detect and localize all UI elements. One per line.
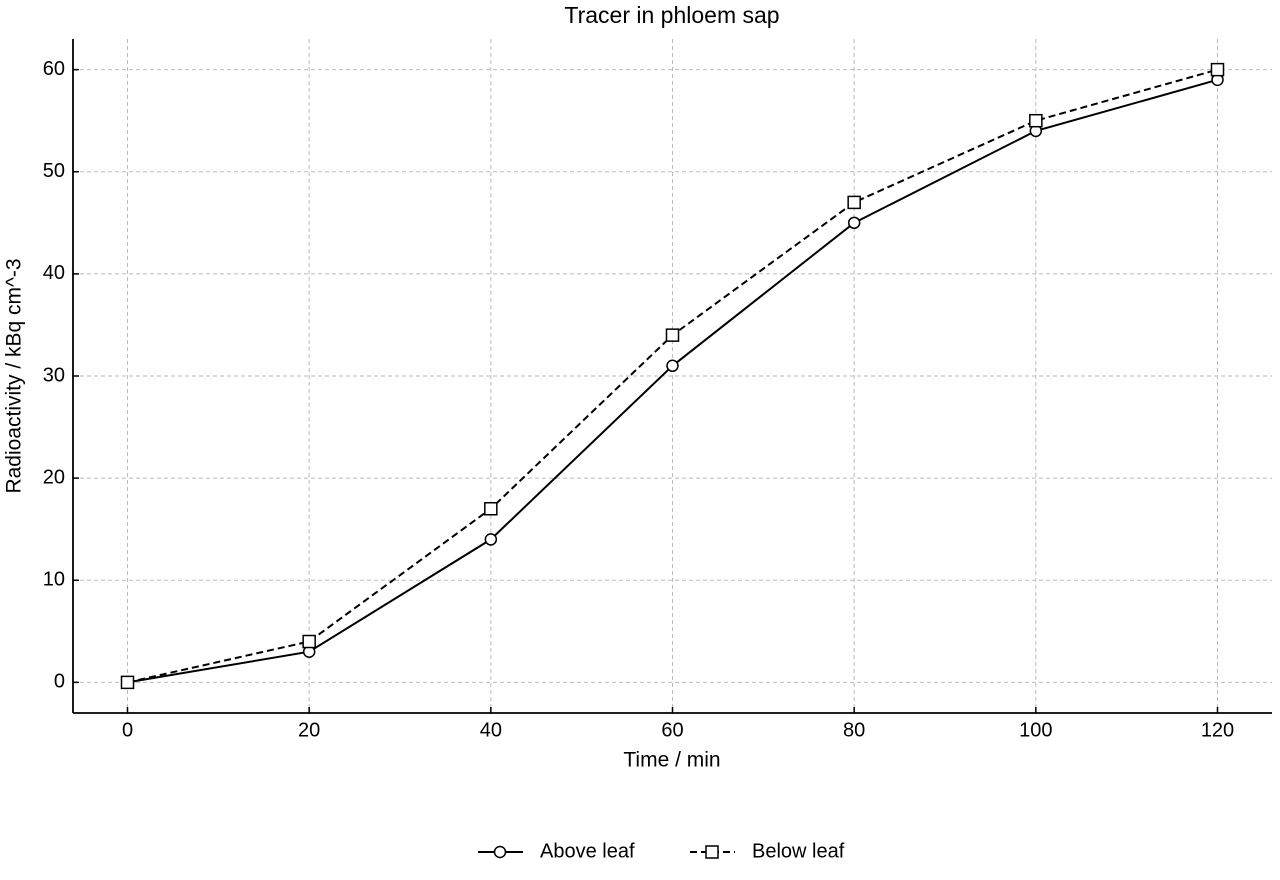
y-tick-label: 30 <box>43 364 65 386</box>
chart-title: Tracer in phloem sap <box>564 2 779 28</box>
y-tick-label: 0 <box>54 671 65 693</box>
y-tick-label: 10 <box>43 569 65 591</box>
legend-marker <box>493 845 507 859</box>
series-line <box>127 78 1218 684</box>
y-tick-label: 40 <box>43 262 65 284</box>
marker <box>302 634 316 649</box>
marker <box>847 216 861 230</box>
x-tick-label: 120 <box>1201 719 1234 741</box>
x-tick-label: 40 <box>480 719 502 741</box>
marker <box>847 195 861 210</box>
x-tick-label: 20 <box>298 719 320 741</box>
marker <box>665 328 680 342</box>
marker <box>120 675 135 690</box>
legend-label: Above leaf <box>540 840 635 862</box>
marker <box>666 359 679 373</box>
y-axis-label: Radioactivity / kBq cm^-3 <box>3 258 26 493</box>
y-tick-label: 20 <box>43 466 65 488</box>
y-tick-label: 50 <box>43 160 65 182</box>
legend-label: Below leaf <box>752 840 845 862</box>
x-tick-label: 0 <box>122 719 133 741</box>
marker <box>1210 62 1225 77</box>
x-tick-label: 100 <box>1019 719 1052 741</box>
x-tick-label: 80 <box>843 719 865 741</box>
y-tick-label: 60 <box>43 58 65 80</box>
marker <box>484 502 498 516</box>
x-tick-label: 60 <box>661 719 683 741</box>
legend-marker <box>705 845 719 859</box>
marker <box>1029 113 1043 128</box>
marker <box>484 533 498 546</box>
x-axis-label: Time / min <box>623 749 720 772</box>
